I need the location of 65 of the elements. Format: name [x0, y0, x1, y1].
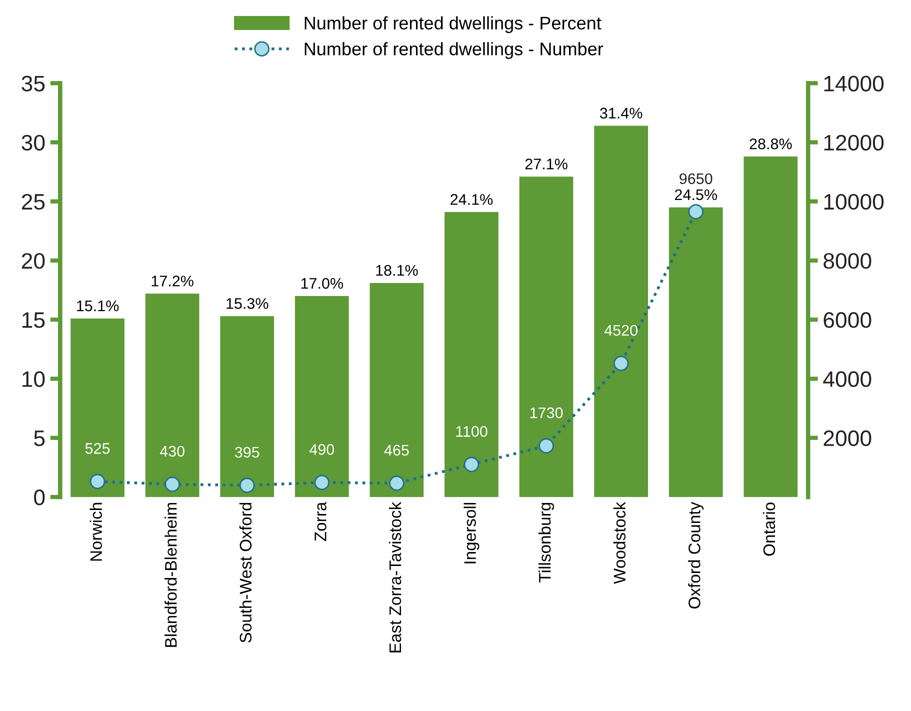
data-label: 24.1% — [450, 194, 493, 205]
data-label: 1730 — [530, 407, 563, 418]
data-label: 24.5% — [674, 189, 717, 200]
point — [688, 204, 704, 220]
bar — [370, 282, 424, 497]
y-tick-label: 5 — [34, 430, 45, 446]
data-label: 17.0% — [301, 278, 344, 289]
x-tick-label: South-West Oxford — [239, 502, 252, 643]
y-tick-label: 20 — [22, 253, 45, 269]
data-label: 31.4% — [600, 108, 642, 119]
x-tick-label: Ontario — [762, 502, 776, 556]
bar — [220, 316, 274, 497]
y-tick-label: 15 — [22, 312, 45, 328]
point — [389, 476, 404, 491]
data-label: 525 — [85, 443, 110, 454]
y-tick-label: 25 — [22, 194, 45, 210]
point — [613, 356, 629, 372]
y2-tick-label: 6000 — [824, 312, 872, 328]
point — [464, 456, 480, 472]
y-tick-label: 35 — [22, 76, 45, 92]
point — [239, 478, 255, 493]
point — [90, 474, 106, 490]
x-tick-label: Blandford-Blenheim — [164, 502, 177, 647]
data-label: 15.3% — [226, 298, 268, 309]
data-label: 395 — [234, 446, 260, 458]
x-tick-label: Ingersoll — [464, 502, 480, 564]
data-label: 15.1% — [77, 300, 119, 312]
bar — [668, 207, 723, 497]
y-tick-label: 0 — [34, 490, 45, 506]
data-label: 17.2% — [152, 276, 194, 286]
legend-label: Number of rented dwellings - Percent — [304, 16, 602, 34]
point — [164, 476, 180, 492]
data-label: 28.8% — [750, 138, 792, 150]
y2-tick-label: 2000 — [824, 430, 872, 446]
y2-tick-label: 8000 — [824, 253, 872, 269]
data-label: 9650 — [680, 173, 712, 184]
data-label: 1100 — [456, 426, 488, 437]
y-tick-label: 30 — [22, 134, 45, 151]
bar — [145, 294, 200, 497]
data-label: 490 — [310, 444, 334, 455]
point — [314, 474, 330, 490]
bar — [444, 212, 498, 497]
x-tick-label: Tillsonburg — [538, 502, 554, 582]
y2-tick-label: 10000 — [824, 194, 884, 210]
y-tick-label: 10 — [22, 371, 45, 388]
legend-label: Number of rented dwellings - Number — [304, 42, 604, 59]
bar — [594, 126, 648, 497]
data-label: 27.1% — [525, 158, 568, 170]
x-tick-label: Oxford County — [688, 502, 704, 609]
bar — [294, 296, 349, 497]
x-tick-label: East Zorra-Tavistock — [388, 502, 402, 652]
bar — [519, 176, 574, 497]
bar — [744, 156, 798, 497]
data-label: 465 — [384, 444, 409, 456]
y2-tick-label: 14000 — [824, 76, 884, 92]
data-label: 4520 — [604, 324, 638, 336]
bar — [70, 318, 124, 497]
y2-tick-label: 4000 — [823, 371, 872, 388]
x-tick-label: Zorra — [314, 502, 326, 542]
x-tick-label: Woodstock — [613, 502, 626, 584]
point — [538, 438, 554, 454]
data-label: 430 — [160, 446, 184, 457]
y2-tick-label: 12000 — [824, 134, 884, 151]
x-tick-label: Norwich — [90, 502, 102, 561]
data-label: 18.1% — [376, 264, 418, 276]
